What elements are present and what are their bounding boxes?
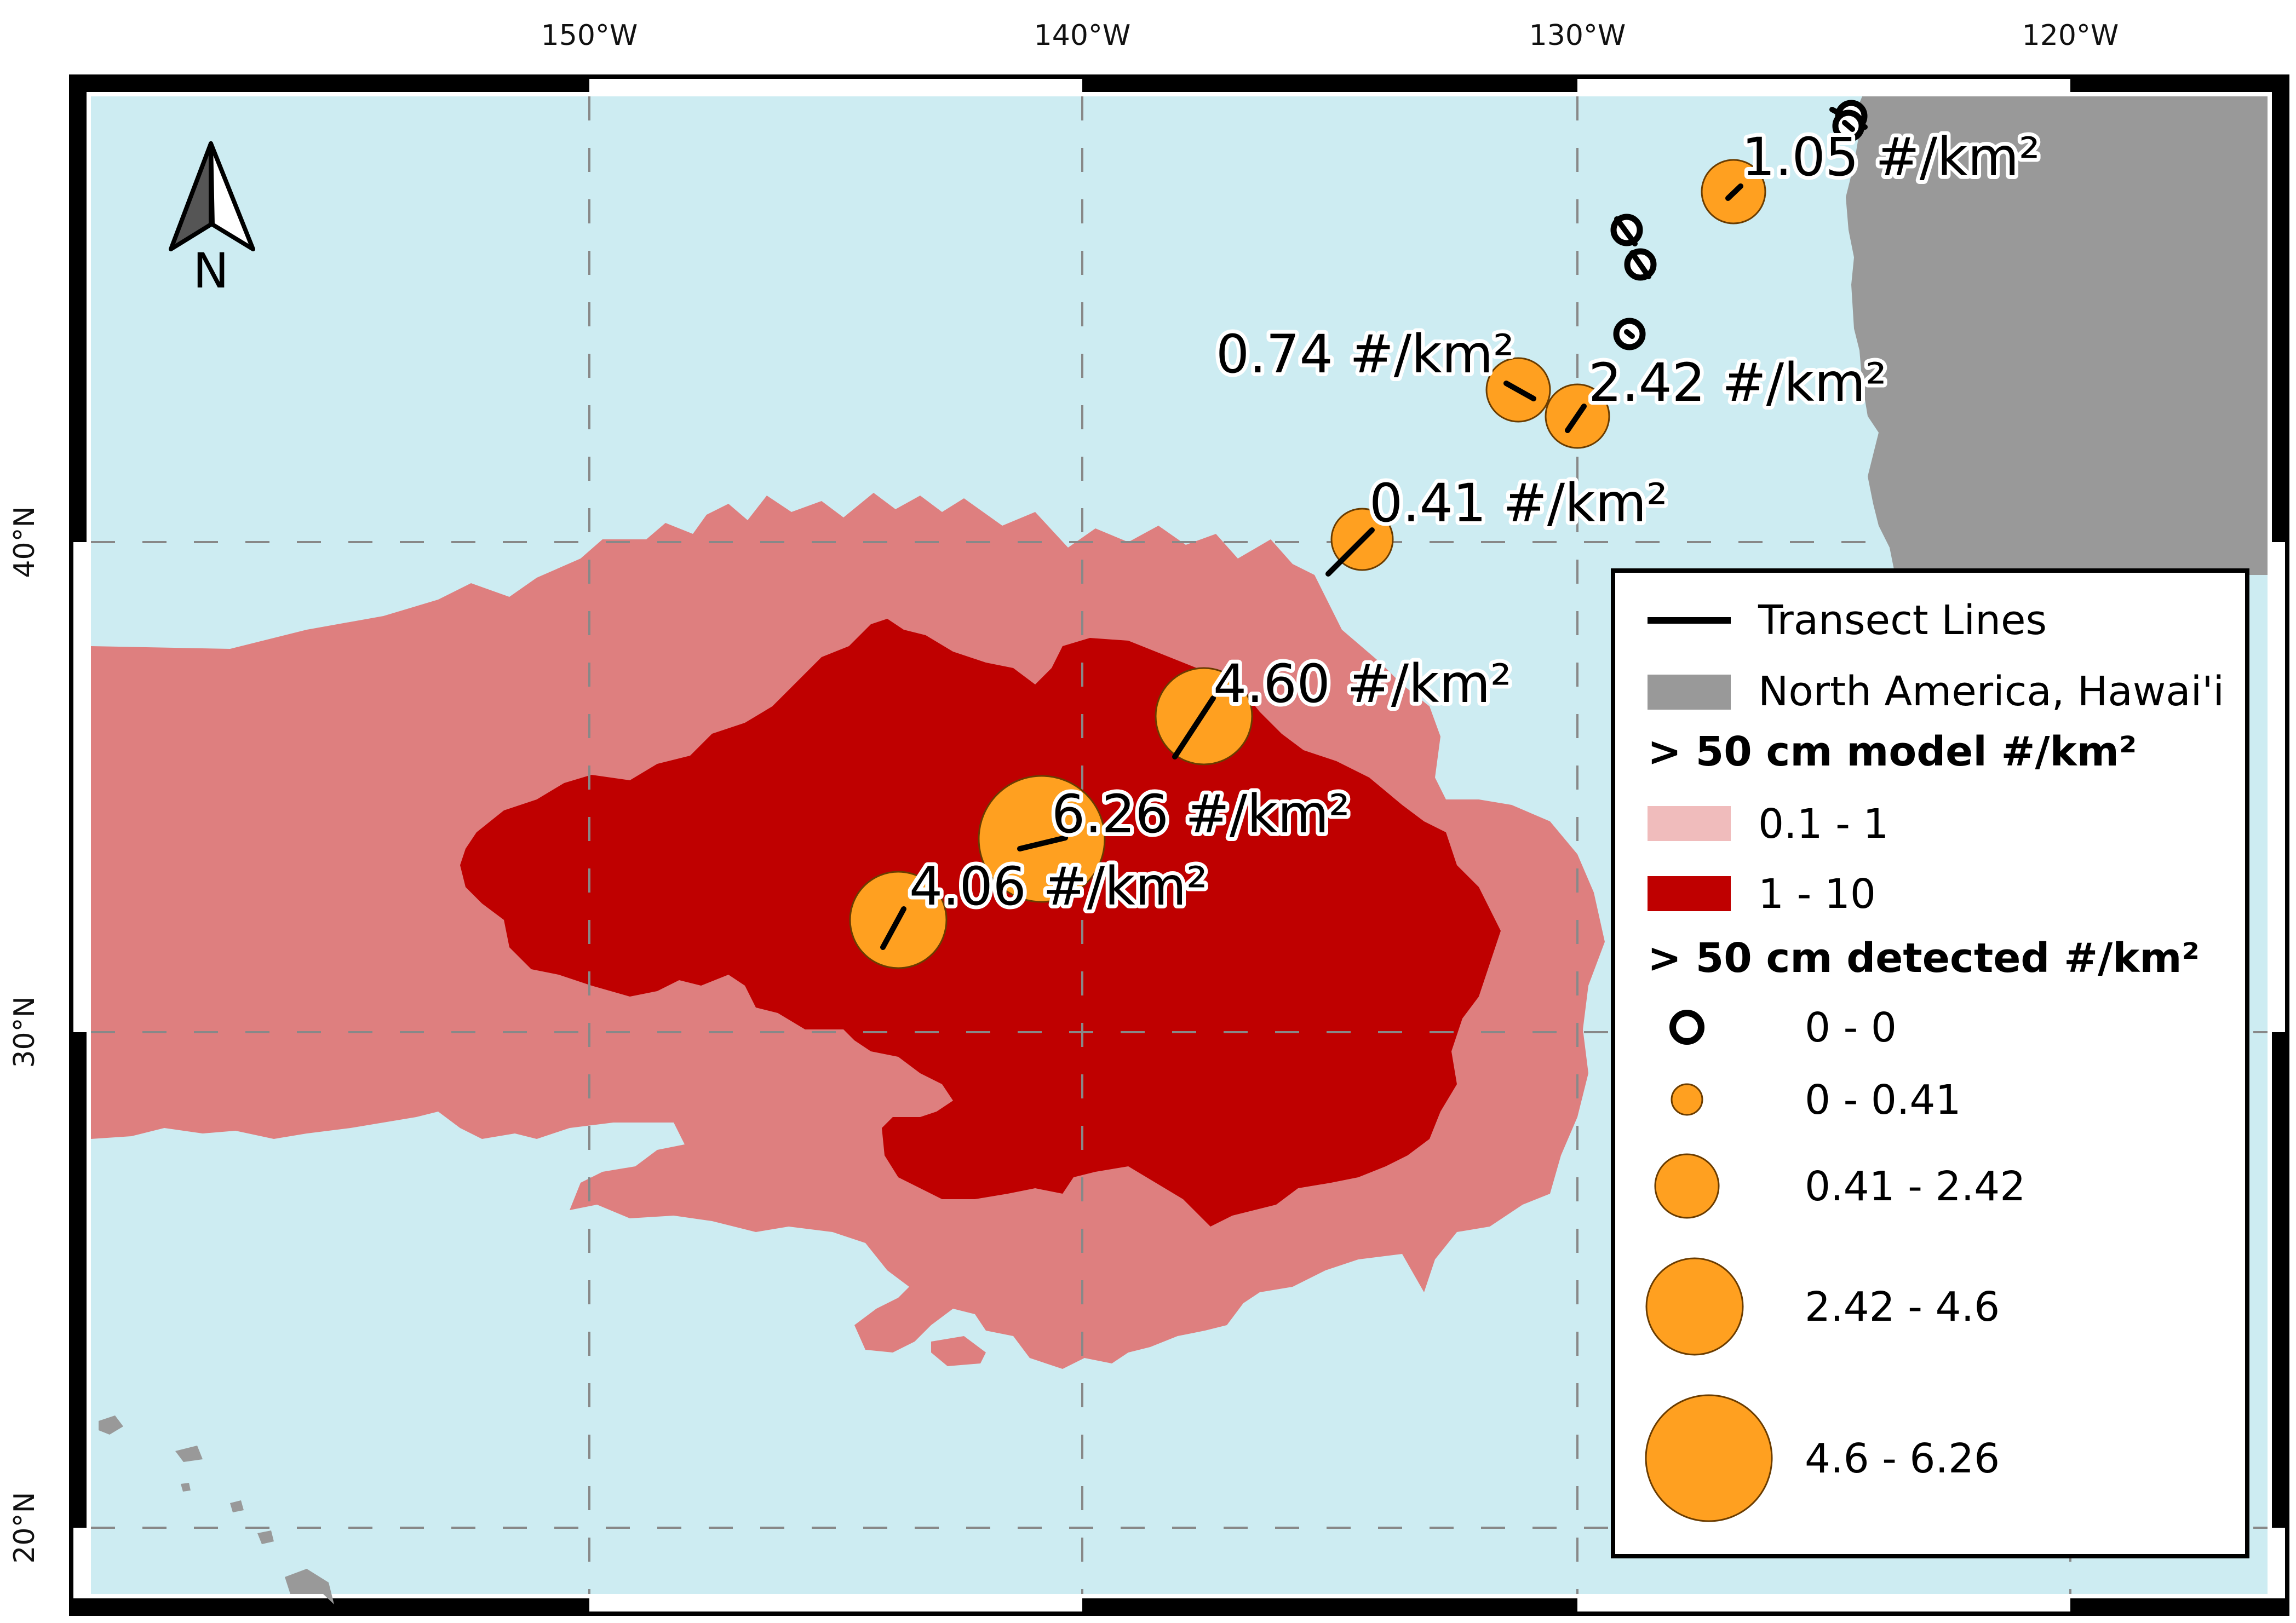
stations-layer xyxy=(849,159,1766,969)
transect-line xyxy=(880,906,906,950)
transect-line xyxy=(1629,250,1651,279)
map-neatline xyxy=(71,77,2287,1614)
north-america-land xyxy=(1846,96,2268,575)
legend-land-swatch xyxy=(1648,675,1731,710)
legend-class-3-label: 0.41 - 2.42 xyxy=(1805,1163,2025,1210)
station-label-6: 6.26 #/km² xyxy=(1052,784,1350,845)
legend-model-heading: > 50 cm model #/km² xyxy=(1648,728,2137,775)
legend-box xyxy=(1611,568,2249,1558)
transect-line xyxy=(1503,381,1536,401)
legend-class-5-symbol xyxy=(1645,1394,1773,1522)
legend-detected-heading: > 50 cm detected #/km² xyxy=(1648,935,2200,982)
station-marker[interactable] xyxy=(978,775,1106,903)
legend-model-low-label: 0.1 - 1 xyxy=(1758,801,1889,848)
legend-class-5-label: 4.6 - 6.26 xyxy=(1805,1435,2000,1482)
legend-class-3-symbol xyxy=(1654,1153,1720,1219)
legend-model-low-swatch xyxy=(1648,806,1731,841)
legend-class-1-label: 0 - 0 xyxy=(1805,1004,1897,1051)
station-label-4: 0.41 #/km² xyxy=(1369,473,1668,534)
legend-land-label: North America, Hawai'i xyxy=(1758,668,2224,715)
station-label-2: 0.74 #/km² xyxy=(1216,324,1514,385)
transect-line xyxy=(1325,527,1375,577)
transect-line xyxy=(1017,835,1068,851)
map-legend: Transect Lines North America, Hawai'i > … xyxy=(1611,568,2249,1558)
model-density-zone-high xyxy=(460,619,1501,1227)
transect-line xyxy=(1172,695,1216,759)
tick-130w: 130°W xyxy=(1529,19,1626,52)
transect-line xyxy=(1725,183,1743,201)
transect-line xyxy=(1565,404,1587,433)
legend-class-4-symbol xyxy=(1645,1257,1744,1356)
legend-model-high-swatch xyxy=(1648,876,1731,911)
transect-line xyxy=(1614,216,1638,246)
transect-line xyxy=(1842,120,1855,132)
station-labels: 1.05 #/km² 0.74 #/km² 2.42 #/km² 0.41 #/… xyxy=(905,123,2044,921)
legend-class-4-label: 2.42 - 4.6 xyxy=(1805,1284,2000,1331)
station-label-3: 2.42 #/km² xyxy=(1588,352,1887,413)
longitude-tick-labels: 150°W 140°W 130°W 120°W xyxy=(541,19,2119,52)
model-density-islet xyxy=(718,520,737,539)
model-density-islet xyxy=(931,1336,986,1366)
legend-class-2-symbol xyxy=(1671,1083,1703,1116)
north-arrow-label: N xyxy=(193,243,229,299)
latitude-tick-labels: 40°N 30°N 20°N xyxy=(8,506,41,1563)
tick-150w: 150°W xyxy=(541,19,638,52)
north-arrow[interactable]: N xyxy=(169,141,255,299)
station-label-7: 4.06 #/km² xyxy=(909,856,1208,917)
station-label-1: 1.05 #/km² xyxy=(1742,126,2040,188)
station-label-5: 4.60 #/km² xyxy=(1213,653,1512,715)
legend-class-2-label: 0 - 0.41 xyxy=(1805,1077,1961,1124)
tick-20n: 20°N xyxy=(8,1492,41,1563)
hawaii-islands xyxy=(99,1415,334,1604)
legend-zero-symbol xyxy=(1669,1010,1704,1045)
legend-transect-label: Transect Lines xyxy=(1758,597,2047,644)
tick-40n: 40°N xyxy=(8,506,41,578)
tick-140w: 140°W xyxy=(1034,19,1131,52)
tick-30n: 30°N xyxy=(8,996,41,1068)
transect-line xyxy=(1624,329,1635,339)
north-arrow-shade-icon xyxy=(169,141,213,251)
tick-120w: 120°W xyxy=(2022,19,2119,52)
zero-stations-layer xyxy=(1610,100,1868,350)
legend-model-high-label: 1 - 10 xyxy=(1758,871,1876,918)
